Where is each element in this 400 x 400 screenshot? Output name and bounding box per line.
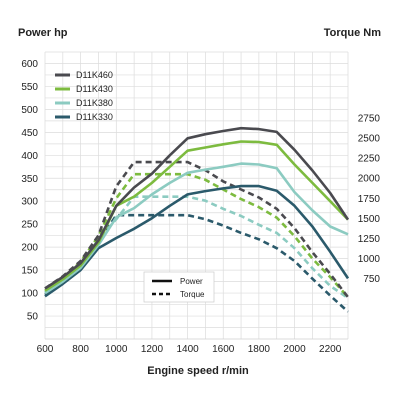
power-tick-label: 400 xyxy=(21,151,38,162)
x-tick-label: 1800 xyxy=(248,344,271,355)
power-tick-label: 550 xyxy=(21,82,38,93)
power-tick-label: 300 xyxy=(21,197,38,208)
legend-label-D11K330: D11K330 xyxy=(76,112,113,122)
power-tick-label: 600 xyxy=(21,59,38,70)
power-line-D11K330 xyxy=(44,184,350,298)
power-tick-label: 100 xyxy=(21,289,38,300)
x-tick-label: 600 xyxy=(37,344,54,355)
power-line-D11K380 xyxy=(44,162,349,295)
torque-tick-label: 1500 xyxy=(358,214,381,225)
legend-label-D11K460: D11K460 xyxy=(76,70,113,80)
dashed-line-label: Torque xyxy=(180,290,205,299)
torque-tick-label: 1250 xyxy=(358,234,381,245)
power-tick-label: 50 xyxy=(27,312,39,323)
right-axis-title: Torque Nm xyxy=(324,27,381,39)
power-tick-label: 500 xyxy=(21,105,38,116)
torque-tick-label: 1000 xyxy=(358,254,381,265)
power-line-D11K460 xyxy=(44,126,350,290)
torque-tick-label: 2500 xyxy=(358,134,381,145)
power-tick-label: 250 xyxy=(21,220,38,231)
power-tick-label: 450 xyxy=(21,128,38,139)
x-axis-title: Engine speed r/min xyxy=(147,365,249,377)
torque-tick-label: 2000 xyxy=(358,174,381,185)
x-tick-label: 1000 xyxy=(105,344,128,355)
torque-tick-label: 750 xyxy=(363,274,380,285)
style-legend-box xyxy=(143,271,215,303)
torque-tick-label: 1750 xyxy=(358,194,381,205)
line-style-legend: Power Torque xyxy=(143,271,215,303)
tick-labels: 600 800 1000 1200 1400 1600 1800 2000 2200 50 100 1… xyxy=(21,59,380,355)
torque-line-D11K460 xyxy=(44,160,350,298)
power-tick-label: 150 xyxy=(21,266,38,277)
legend-label-D11K380: D11K380 xyxy=(76,98,113,108)
power-tick-label: 200 xyxy=(21,243,38,254)
x-tick-label: 1200 xyxy=(141,344,164,355)
x-tick-label: 800 xyxy=(72,344,89,355)
x-tick-label: 1400 xyxy=(176,344,199,355)
torque-tick-label: 2750 xyxy=(358,113,381,124)
series-lines xyxy=(44,126,350,313)
grid xyxy=(44,51,349,340)
power-line-D11K430 xyxy=(44,140,349,292)
power-tick-label: 350 xyxy=(21,174,38,185)
torque-tick-label: 2250 xyxy=(358,154,381,165)
legend-label-D11K430: D11K430 xyxy=(76,84,113,94)
legend: D11K460 D11K430 D11K380 D11K330 xyxy=(55,70,113,122)
x-tick-label: 1600 xyxy=(212,344,235,355)
solid-line-label: Power xyxy=(180,277,203,286)
x-tick-label: 2200 xyxy=(319,344,342,355)
left-axis-title: Power hp xyxy=(18,27,68,39)
x-tick-label: 2000 xyxy=(283,344,306,355)
